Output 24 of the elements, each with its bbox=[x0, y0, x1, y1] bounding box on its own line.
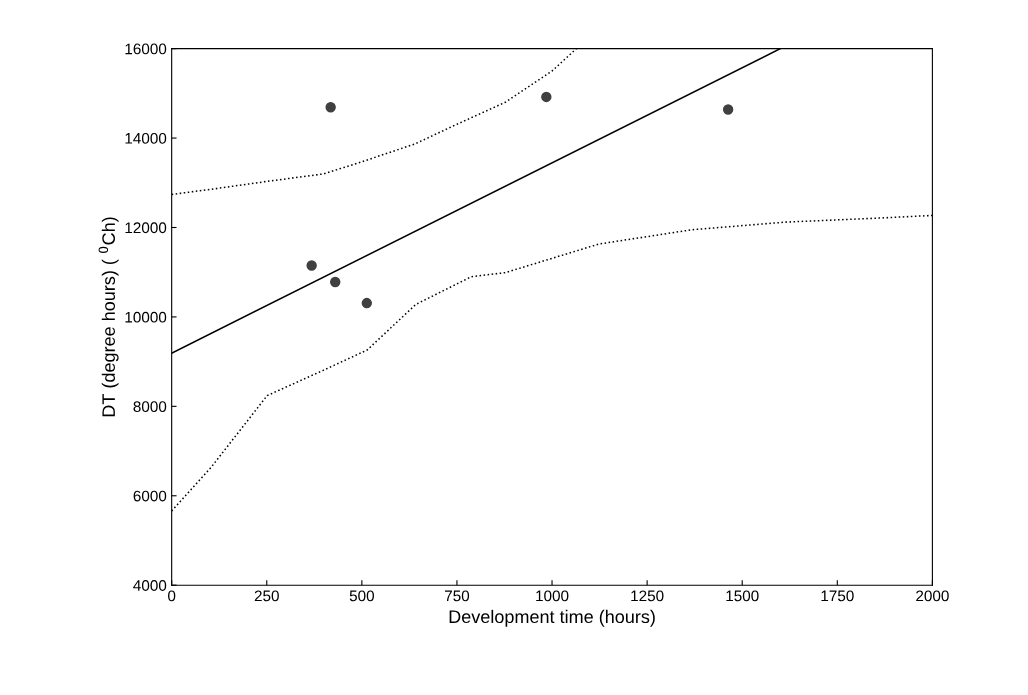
y-tick-label: 8000 bbox=[133, 401, 167, 413]
x-axis-title: Development time (hours) bbox=[449, 609, 655, 627]
point bbox=[541, 91, 552, 103]
x-tick-label: 750 bbox=[444, 590, 470, 602]
x-tick-label: 250 bbox=[254, 590, 279, 602]
x-tick-label: 1500 bbox=[726, 590, 759, 602]
y-tick-label: 12000 bbox=[125, 222, 167, 234]
x-tick-label: 500 bbox=[349, 590, 374, 602]
y-axis-title: DT (degree hours) ( $^{0}$Ch) bbox=[98, 217, 119, 417]
x-tick-label: 1250 bbox=[631, 590, 664, 602]
point bbox=[361, 297, 372, 309]
y-tick-label: 10000 bbox=[125, 311, 167, 323]
x-tick-label: 2000 bbox=[916, 590, 949, 602]
x-tick-label: 0 bbox=[168, 590, 176, 602]
x-tick-label: 1000 bbox=[536, 590, 569, 602]
point bbox=[306, 260, 317, 271]
point bbox=[325, 102, 336, 113]
y-tick-label: 6000 bbox=[133, 490, 167, 502]
y-tick-label: 14000 bbox=[125, 132, 167, 144]
point bbox=[330, 276, 341, 288]
y-tick-label: 16000 bbox=[125, 43, 167, 55]
point bbox=[722, 104, 734, 115]
y-tick-label: 4000 bbox=[133, 580, 167, 591]
x-tick-label: 1750 bbox=[821, 590, 854, 602]
